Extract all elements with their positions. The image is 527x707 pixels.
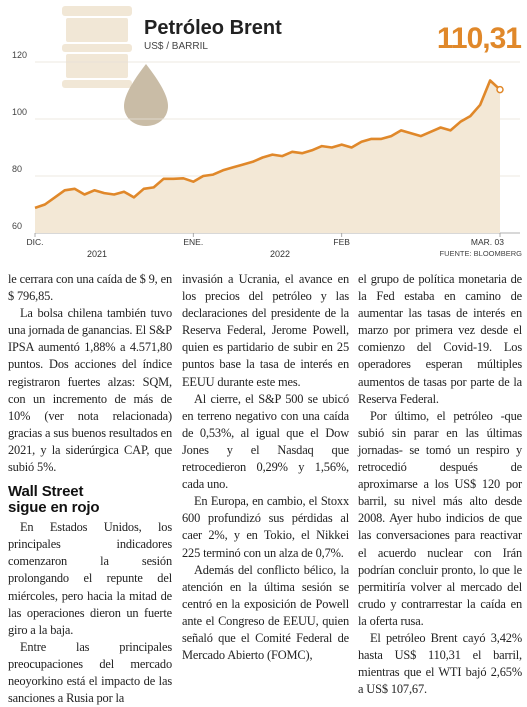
y-tick-label: 120: [12, 50, 27, 60]
heading-line: sigue en rojo: [8, 499, 100, 517]
column: el grupo de política monetaria de la Fed…: [358, 271, 522, 698]
paragraph: En Europa, en cambio, el Stoxx 600 profu…: [182, 494, 349, 560]
line: [34, 79, 501, 210]
paragraph: La bolsa chilena también tuvo una jornad…: [8, 306, 172, 475]
y-tick-label: 60: [12, 221, 22, 231]
x-group-label: 2021: [87, 249, 107, 259]
heading: Wall Street sigue en rojo: [8, 484, 172, 516]
paragraph: Al cierre, el S&P 500 se ubicó en terren…: [182, 391, 349, 492]
x-group-label: 2022: [270, 249, 290, 259]
chart: Petróleo Brent US$ / BARRIL FUENTE: BLOO…: [12, 6, 522, 259]
x-tick-label: MAR. 03: [471, 237, 504, 247]
column: invasión a Ucrania, el avance en los pre…: [182, 271, 349, 664]
paragraph: le cerrara con una caída de $ 9, en $ 79…: [8, 272, 172, 304]
page: {"chart_data": {"type": "line", "title":…: [8, 6, 523, 706]
paragraph: Además del conflicto bélico, la atención…: [182, 562, 349, 663]
paragraph: Por último, el petróleo -que subió sin p…: [358, 408, 522, 628]
y-tick-label: 80: [12, 164, 22, 174]
barrel-icon: [62, 6, 168, 126]
x-tick-label: ENE.: [183, 237, 203, 247]
paragraph: En Estados Unidos, los principales indic…: [8, 520, 172, 637]
x-tick-label: DIC.: [27, 237, 44, 247]
chart-subtitle: US$ / BARRIL: [144, 41, 208, 52]
paragraph: Entre las principales preocupaciones del…: [8, 639, 172, 706]
paragraph: el grupo de política monetaria de la Fed…: [358, 272, 522, 406]
end-point: [496, 85, 504, 94]
paragraph: El petróleo Brent cayó 3,42% hasta US$ 1…: [358, 630, 522, 697]
x-tick-label: FEB: [333, 237, 350, 247]
source: FUENTE: BLOOMBERG: [439, 249, 522, 258]
heading-line: Wall Street: [8, 483, 84, 501]
value-label: 110,31: [437, 22, 521, 55]
y-tick-label: 100: [12, 107, 27, 117]
column: le cerrara con una caída de $ 9, en $ 79…: [8, 271, 172, 707]
chart-title: Petróleo Brent: [144, 17, 282, 39]
paragraph: invasión a Ucrania, el avance en los pre…: [182, 272, 349, 389]
